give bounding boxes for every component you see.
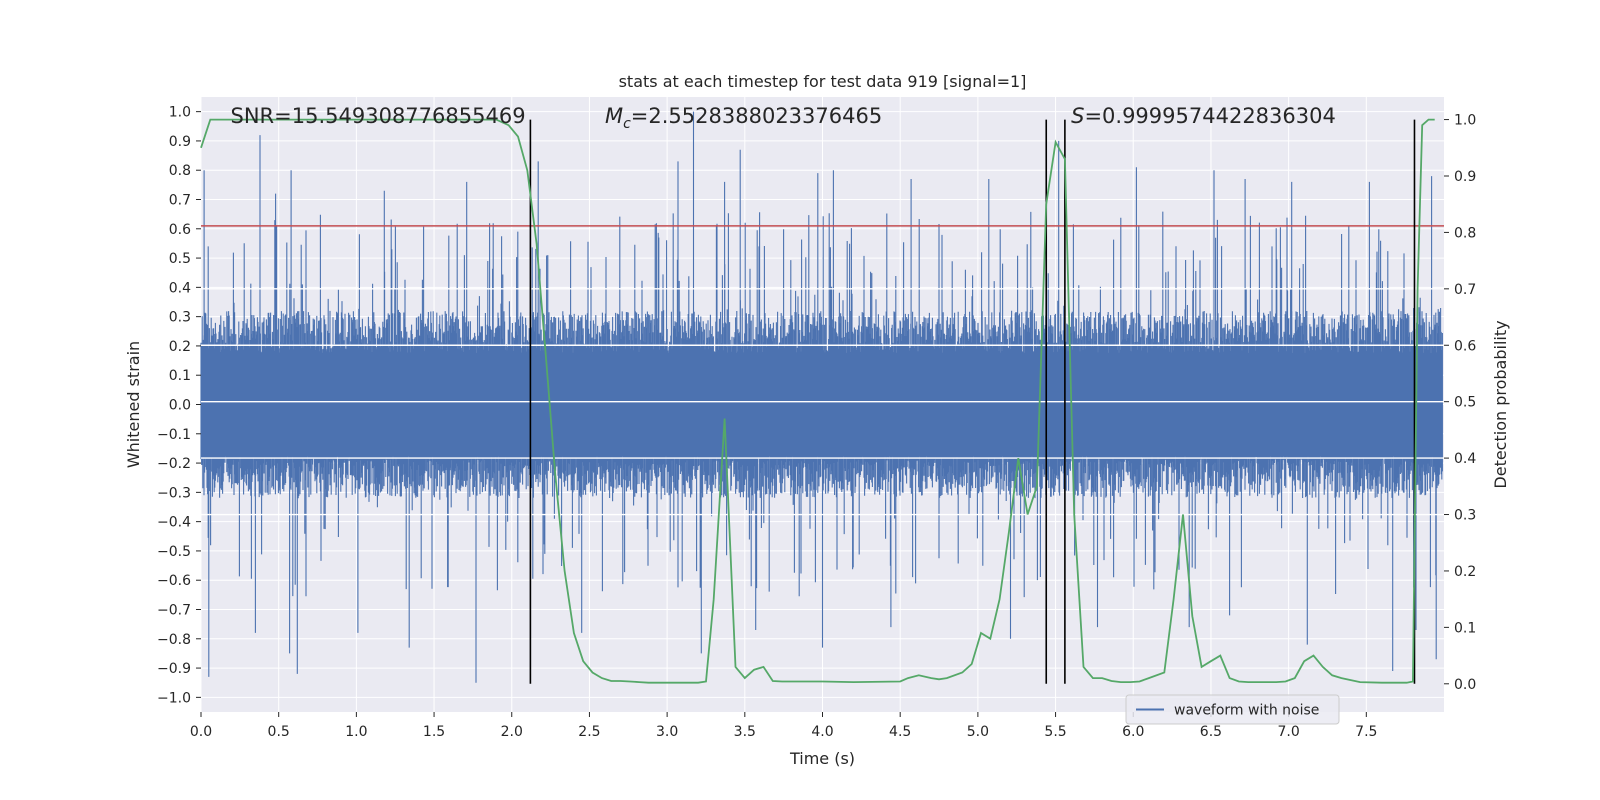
annotation-value: =2.5528388023376465 <box>631 104 882 128</box>
annotation-1: SNR=15.549308776855469 <box>231 104 526 128</box>
annotations: SNR=15.549308776855469 Mc=2.5528388023376… <box>231 104 1336 132</box>
y-right-tick-label: 1.0 <box>1454 113 1476 129</box>
x-axis-label: Time (s) <box>789 749 855 768</box>
x-tick-label: 3.0 <box>656 724 678 740</box>
x-tick-label: 5.0 <box>967 724 989 740</box>
y-axis-label: Whitened strain <box>124 341 143 468</box>
x-tick-label: 7.5 <box>1355 724 1377 740</box>
x-tick-label: 2.0 <box>501 724 523 740</box>
y-tick-label: −0.6 <box>157 573 191 589</box>
x-tick-label: 4.0 <box>811 724 833 740</box>
y-tick-label: 0.0 <box>169 398 191 414</box>
y-right-tick-label: 0.9 <box>1454 169 1476 185</box>
y-right-tick-label: 0.1 <box>1454 620 1476 636</box>
x-tick-label: 6.5 <box>1200 724 1222 740</box>
y-tick-label: 0.2 <box>169 339 191 355</box>
y-tick-label: −0.7 <box>157 603 191 619</box>
x-tick-label: 6.0 <box>1122 724 1144 740</box>
chart-title: stats at each timestep for test data 919… <box>619 72 1027 91</box>
y-tick-label: 0.1 <box>169 368 191 384</box>
y-right-tick-label: 0.7 <box>1454 282 1476 298</box>
annotation-2: Mc=2.5528388023376465 <box>605 104 882 132</box>
annotation-3: S=0.9999574422836304 <box>1071 104 1336 128</box>
x-tick-label: 2.5 <box>578 724 600 740</box>
y-tick-label: 0.4 <box>169 280 191 296</box>
overlay <box>200 118 1444 684</box>
legend-box <box>1125 694 1340 725</box>
x-tick-label: 0.0 <box>190 724 212 740</box>
y-tick-label: −0.9 <box>157 661 191 677</box>
annotation-subscript: c <box>623 116 631 132</box>
y-tick-label: −0.4 <box>157 515 191 531</box>
x-tick-label: 5.5 <box>1044 724 1066 740</box>
y-right-tick-label: 0.3 <box>1454 508 1476 524</box>
x-tick-label: 3.5 <box>734 724 756 740</box>
x-tick-label: 1.0 <box>345 724 367 740</box>
annotation-value: =0.9999574422836304 <box>1084 104 1335 128</box>
x-tick-label: 4.5 <box>889 724 911 740</box>
y-right-tick-label: 0.5 <box>1454 395 1476 411</box>
y-tick-label: −0.2 <box>157 456 191 472</box>
y-tick-label: −0.5 <box>157 544 191 560</box>
y-right-tick-label: 0.4 <box>1454 451 1476 467</box>
y-right-tick-label: 0.6 <box>1454 338 1476 354</box>
legend-entry: waveform with noise <box>1174 703 1319 719</box>
y-right-tick-label: 0.0 <box>1454 677 1476 693</box>
y-tick-label: 0.8 <box>169 163 191 179</box>
x-tick-label: 0.5 <box>268 724 290 740</box>
x-tick-label: 1.5 <box>423 724 445 740</box>
y-right-axis-label: Detection probability <box>1491 320 1510 488</box>
x-tick-label: 7.0 <box>1277 724 1299 740</box>
y-tick-label: −0.1 <box>157 427 191 443</box>
detection-probability-line <box>200 118 1435 684</box>
annotation-symbol: S <box>1071 104 1084 128</box>
y-tick-label: −0.3 <box>157 485 191 501</box>
y-tick-label: 1.0 <box>169 105 191 121</box>
y-right-tick-label: 0.8 <box>1454 225 1476 241</box>
y-tick-label: 0.6 <box>169 222 191 238</box>
annotation-symbol: M <box>605 104 623 128</box>
y-tick-label: 0.9 <box>169 134 191 150</box>
y-tick-label: 0.7 <box>169 193 191 209</box>
ticks: 0.0 0.5 1.0 1.5 2.0 2.5 3.0 3.5 4.0 4.5 5.0 5.5 6.0 6… <box>157 105 1476 740</box>
y-tick-label: −1.0 <box>157 690 191 706</box>
y-tick-label: 0.5 <box>169 251 191 267</box>
legend: waveform with noise <box>1125 694 1340 725</box>
y-tick-label: −0.8 <box>157 632 191 648</box>
y-right-tick-label: 0.2 <box>1454 564 1476 580</box>
y-tick-label: 0.3 <box>169 310 191 326</box>
